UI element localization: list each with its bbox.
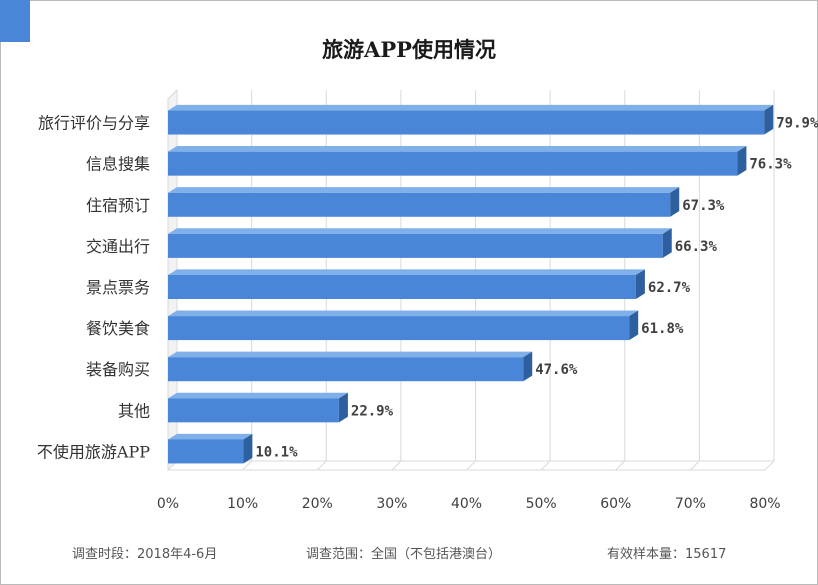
value-label: 22.9% xyxy=(351,403,394,419)
category-label: 其他 xyxy=(118,401,150,420)
value-label: 10.1% xyxy=(255,444,298,460)
gridline-floor xyxy=(466,460,476,471)
gridline-floor xyxy=(391,460,402,471)
category-label: 不使用旅游APP xyxy=(37,442,150,461)
x-tick-label: 10% xyxy=(227,496,258,512)
value-label: 62.7% xyxy=(648,280,691,296)
bar-top xyxy=(168,228,672,234)
value-label: 47.6% xyxy=(535,362,578,378)
bar xyxy=(168,192,671,217)
bar-top xyxy=(168,310,639,317)
bar-top xyxy=(168,104,774,111)
bar-end xyxy=(629,310,639,341)
gridline-floor xyxy=(690,460,700,471)
gridline-floor xyxy=(316,460,327,471)
bar xyxy=(168,151,738,176)
gridline-floor xyxy=(540,460,551,471)
bar-end xyxy=(635,269,645,299)
x-tick-label: 20% xyxy=(302,496,333,512)
category-label: 旅行评价与分享 xyxy=(38,114,150,133)
category-label: 景点票务 xyxy=(86,278,150,297)
category-label: 信息搜集 xyxy=(86,155,150,174)
bar xyxy=(168,357,524,382)
category-label: 交通出行 xyxy=(86,237,150,256)
category-label: 装备购买 xyxy=(86,360,150,379)
chart-title: 旅游APP使用情况 xyxy=(322,37,496,62)
x-tick-label: 40% xyxy=(451,496,482,512)
x-tick-label: 70% xyxy=(675,496,706,512)
bar-top xyxy=(168,146,747,152)
label-layer: 0% 10% 20% 30% 40% 50% 60% 70% 80% 旅行评价与分享 79.9% 信息… xyxy=(37,114,818,512)
bar-end xyxy=(662,228,672,258)
bar xyxy=(168,316,630,341)
corner-accent xyxy=(0,0,30,42)
bar-top xyxy=(168,392,348,399)
footer-scope: 调查范围：全国（不包括港澳台） xyxy=(306,547,502,562)
value-label: 79.9% xyxy=(776,116,818,132)
bar-layer xyxy=(168,104,774,464)
bar-end xyxy=(764,104,774,135)
value-label: 67.3% xyxy=(682,198,725,214)
x-tick-label: 50% xyxy=(526,496,557,512)
bar xyxy=(168,439,244,464)
bar xyxy=(168,398,339,423)
gridline-floor xyxy=(615,460,626,471)
bar-top xyxy=(168,187,680,193)
footer-period: 调查时段：2018年4-6月 xyxy=(72,547,218,562)
footer-sample: 有效样本量：15617 xyxy=(607,547,727,562)
gridline-floor xyxy=(764,460,775,471)
bar-end xyxy=(670,187,680,217)
x-tick-label: 60% xyxy=(600,496,631,512)
bar xyxy=(168,110,765,135)
bar-top xyxy=(168,433,253,440)
category-label: 住宿预订 xyxy=(86,196,150,215)
category-label: 餐饮美食 xyxy=(86,319,150,338)
x-tick-label: 0% xyxy=(157,496,179,512)
value-label: 61.8% xyxy=(641,321,684,337)
bar xyxy=(168,233,663,258)
bar-end xyxy=(338,392,348,423)
x-tick-label: 80% xyxy=(749,496,780,512)
value-label: 66.3% xyxy=(675,239,718,255)
bar-end xyxy=(737,146,747,176)
bar-end xyxy=(523,351,533,382)
bar xyxy=(168,275,636,299)
value-label: 76.3% xyxy=(749,157,792,173)
bar-top xyxy=(168,269,645,275)
gridline-floor xyxy=(242,460,252,471)
bar-end xyxy=(243,433,253,464)
x-tick-label: 30% xyxy=(376,496,407,512)
bar-top xyxy=(168,351,533,358)
